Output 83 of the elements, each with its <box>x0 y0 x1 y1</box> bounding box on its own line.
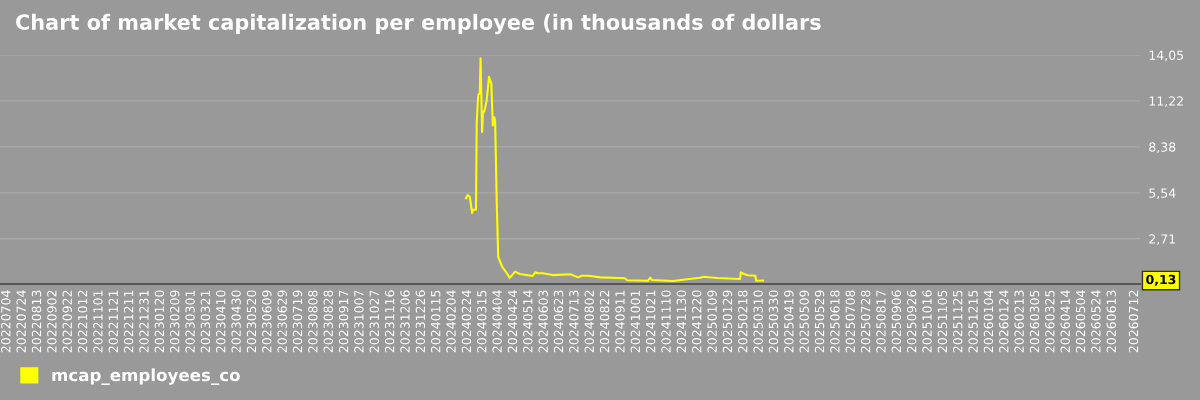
x-tick-label: 20251016 <box>922 290 932 353</box>
x-tick-label: 20240315 <box>477 290 487 353</box>
y-tick-label: 14,05 <box>1149 50 1184 62</box>
x-tick-label: 20230520 <box>246 290 257 353</box>
x-tick-label: 20260504 <box>1075 290 1086 353</box>
x-tick-label: 20230120 <box>154 290 165 353</box>
x-tick-label: 20260613 <box>1106 290 1116 353</box>
x-tick-label: 20220902 <box>47 290 57 353</box>
x-tick-label: 20240514 <box>523 290 533 353</box>
x-tick-label: 20240204 <box>446 290 456 353</box>
legend-label: mcap_employees_co <box>52 368 240 385</box>
x-tick-label: 20250310 <box>753 290 763 353</box>
x-tick-label: 20241021 <box>645 290 656 353</box>
y-tick-label: 11,22 <box>1149 96 1183 108</box>
x-tick-label: 20231206 <box>400 290 410 353</box>
x-tick-label: 20251215 <box>968 290 978 353</box>
text: 0,13 <box>1146 274 1176 286</box>
x-tick-label: 20230321 <box>200 290 211 353</box>
x-tick-label: 20230609 <box>262 290 272 353</box>
x-tick-label: 20260325 <box>1045 290 1055 353</box>
x-tick-label: 20221012 <box>77 290 88 353</box>
y-tick-label: 5,54 <box>1149 188 1176 200</box>
x-tick-label: 20250708 <box>845 290 855 353</box>
x-tick-label: 20260305 <box>1029 290 1040 353</box>
x-tick-label: 20240802 <box>584 290 594 353</box>
x-tick-label: 20250529 <box>814 290 825 353</box>
x-tick-label: 20230719 <box>292 290 303 353</box>
x-tick-label: 20260124 <box>999 290 1009 353</box>
x-tick-label: 20260524 <box>1091 290 1101 353</box>
x-tick-label: 20230828 <box>323 290 333 353</box>
x-tick-label: 20220813 <box>31 290 42 353</box>
x-tick-label: 20230301 <box>185 290 195 353</box>
x-tick-label: 20230209 <box>169 290 180 353</box>
x-tick-label: 20240115 <box>430 290 441 353</box>
x-tick-label: 20260104 <box>983 290 994 353</box>
x-tick-label: 20240404 <box>492 290 502 353</box>
x-tick-label: 20260712 <box>1128 290 1139 353</box>
y-tick-label: 2,71 <box>1149 234 1176 245</box>
x-tick-label: 20250109 <box>707 290 717 353</box>
x-tick-label: 20251105 <box>937 290 948 353</box>
x-tick-label: 20241110 <box>661 290 671 353</box>
x-tick-label: 20240603 <box>538 290 548 353</box>
x-tick-label: 20240713 <box>569 290 579 353</box>
x-tick-label: 20241130 <box>676 290 687 353</box>
x-tick-label: 20240224 <box>461 290 472 353</box>
x-tick-label: 20221231 <box>139 290 149 353</box>
x-tick-label: 20230808 <box>308 290 318 353</box>
x-tick-label: 20231116 <box>384 290 395 353</box>
x-tick-label: 20251125 <box>953 290 963 353</box>
x-tick-label: 20250906 <box>891 290 902 353</box>
x-tick-label: 20250728 <box>860 290 871 353</box>
x-tick-label: 20221121 <box>108 290 119 353</box>
x-tick-label: 20231027 <box>369 290 380 353</box>
x-tick-label: 20240911 <box>615 290 625 353</box>
chart-title: Chart of market capitalization per employee (in thousands of dollars <box>16 13 821 35</box>
x-tick-label: 20220724 <box>16 290 26 353</box>
x-tick-label: 20240822 <box>599 290 610 353</box>
x-tick-label: 20230410 <box>216 290 226 353</box>
x-tick-label: 20250129 <box>722 290 733 353</box>
x-tick-label: 20220704 <box>1 290 11 353</box>
x-tick-label: 20220922 <box>62 290 72 353</box>
x-tick-label: 20250817 <box>876 290 886 353</box>
x-tick-label: 20221101 <box>93 290 103 353</box>
x-tick-label: 20250218 <box>738 290 748 353</box>
line-series <box>464 57 765 283</box>
x-tick-label: 20230629 <box>277 290 287 353</box>
x-tick-label: 20221211 <box>123 290 134 353</box>
y-tick-label: 8,38 <box>1149 142 1176 154</box>
x-tick-label: 20230430 <box>231 290 241 353</box>
x-tick-label: 20250509 <box>799 290 809 353</box>
x-tick-label: 20250618 <box>830 290 840 353</box>
x-tick-label: 20240623 <box>553 290 564 353</box>
x-tick-label: 20250419 <box>784 290 794 353</box>
x-tick-label: 20260414 <box>1060 290 1070 353</box>
x-tick-label: 20241001 <box>630 290 641 353</box>
x-tick-label: 20230917 <box>338 290 349 353</box>
x-tick-label: 20250330 <box>768 290 779 353</box>
x-tick-label: 20241220 <box>691 290 702 353</box>
x-tick-label: 20231226 <box>415 290 426 353</box>
x-tick-label: 20231007 <box>354 290 364 353</box>
x-tick-label: 20260213 <box>1014 290 1024 353</box>
x-tick-label: 20240424 <box>507 290 518 353</box>
x-tick-label: 20250926 <box>906 290 917 353</box>
